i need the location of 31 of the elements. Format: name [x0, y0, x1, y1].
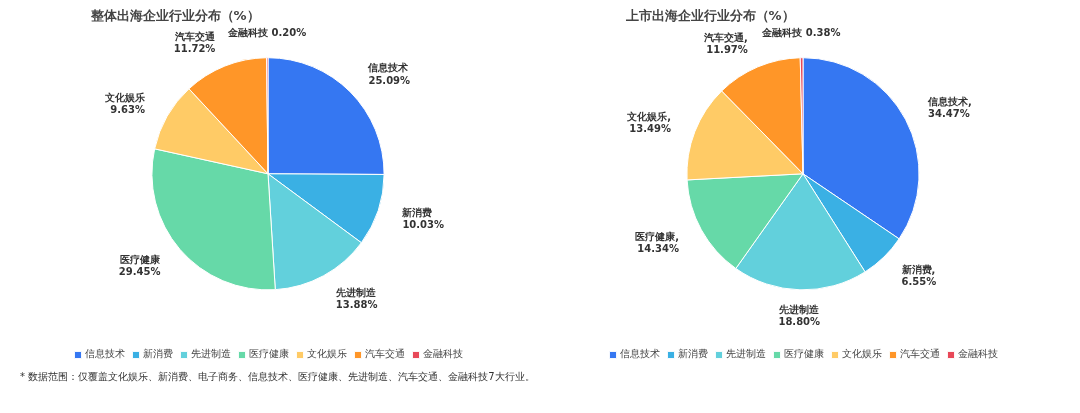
- legend-label: 信息技术: [619, 347, 660, 361]
- legend-label: 先进制造: [725, 347, 766, 361]
- data-label: 医疗健康 29.45%: [118, 254, 162, 278]
- data-label: 先进制造 18.80%: [778, 303, 821, 327]
- data-label: 文化娱乐 9.63%: [104, 92, 146, 116]
- legend-label: 金融科技: [422, 347, 463, 361]
- legend-label: 汽车交通: [364, 347, 405, 361]
- text: * 数据范围：仅覆盖文化娱乐、新消费、电子商务、信息技术、医疗健康、先进制造、汽车交通、金融科技7大行业。: [20, 370, 535, 384]
- data-label: 医疗健康, 14.34%: [635, 230, 679, 254]
- legend-label: 文化娱乐: [841, 347, 882, 361]
- data-label: 新消费, 6.55%: [900, 263, 937, 287]
- legend-label: 信息技术: [84, 347, 125, 361]
- legend-label: 先进制造: [190, 347, 231, 361]
- data-label: 先进制造 13.88%: [334, 286, 378, 310]
- data-label: 新消费 10.03%: [401, 206, 445, 230]
- legend-label: 汽车交通: [899, 347, 940, 361]
- data-label: 文化娱乐, 13.49%: [626, 110, 672, 135]
- legend-label: 文化娱乐: [306, 347, 347, 361]
- legend-label: 金融科技: [957, 347, 998, 361]
- data-label: 汽车交通, 11.97%: [703, 31, 748, 55]
- legend-label: 新消费: [142, 347, 173, 361]
- data-label: 信息技术, 34.47%: [927, 95, 972, 119]
- data-label: 金融科技 0.38%: [761, 26, 841, 38]
- data-label: 信息技术 25.09%: [367, 62, 411, 86]
- chart-title: 整体出海企业行业分布（%）: [89, 7, 260, 23]
- data-label: 汽车交通 11.72%: [173, 30, 217, 54]
- legend-label: 医疗健康: [783, 347, 824, 361]
- legend-label: 医疗健康: [248, 347, 289, 361]
- legend-label: 新消费: [677, 347, 708, 361]
- data-label: 金融科技 0.20%: [227, 26, 307, 38]
- chart-title: 上市出海企业行业分布（%）: [624, 7, 795, 23]
